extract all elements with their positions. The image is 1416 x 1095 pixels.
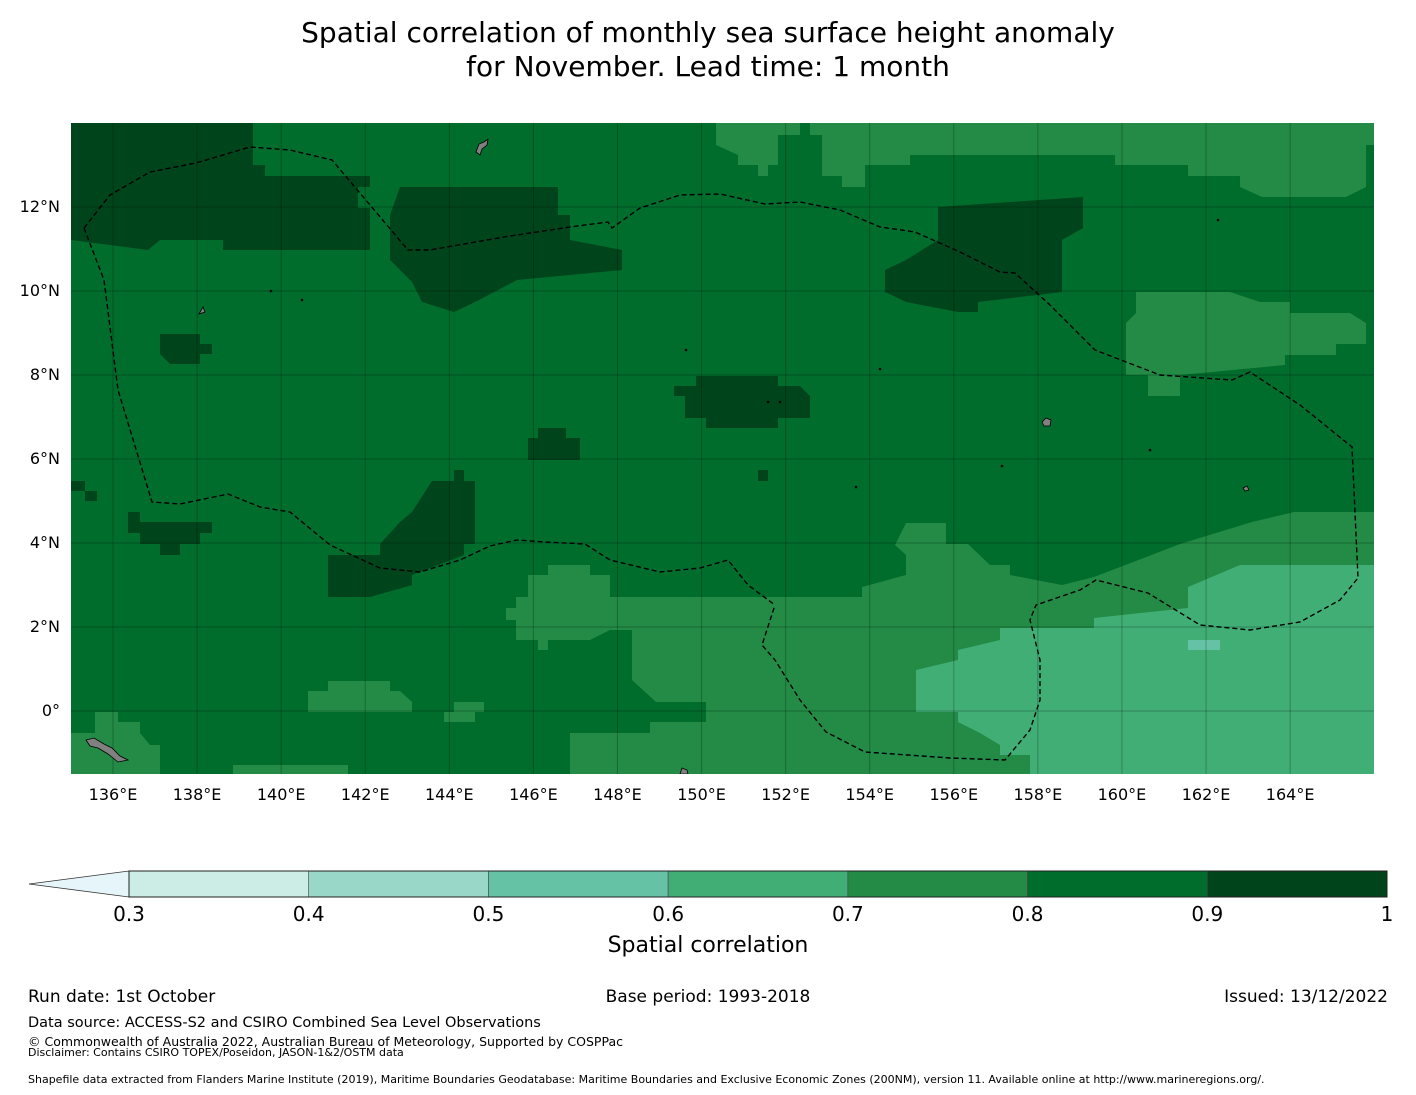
colorbar-segment [308,870,489,898]
copyright: © Commonwealth of Australia 2022, Austra… [28,1034,623,1049]
small-island [300,298,304,302]
colorbar-label: Spatial correlation [607,933,809,958]
correlation-region [444,702,484,722]
island [1041,417,1052,427]
shapefile-credit: Shapefile data extracted from Flanders M… [28,1073,1265,1086]
correlation-region [716,123,1374,197]
colorbar-tick-label: 0.7 [831,902,864,926]
colorbar-tick-label: 1 [1380,902,1394,926]
correlation-region [328,470,475,597]
palau-islands [85,737,130,763]
lat-tick-label: 2°N [29,617,60,636]
lon-tick-label: 142°E [340,785,390,804]
correlation-region [308,681,412,712]
guam-island [475,138,489,156]
lat-tick-label: 4°N [29,533,60,552]
colorbar-tick-label: 0.4 [292,902,325,926]
correlation-region [528,428,580,460]
colorbar-segment [128,870,310,898]
lon-tick-label: 156°E [929,785,979,804]
correlation-region [674,376,810,428]
lat-tick-label: 0° [41,701,60,720]
lat-tick-label: 12°N [19,197,60,216]
lon-tick-label: 154°E [845,785,895,804]
small-island [1000,464,1004,468]
chart-title-line1: Spatial correlation of monthly sea surfa… [301,16,1115,49]
small-island [684,348,688,352]
run-date: Run date: 1st October [28,987,216,1007]
lon-tick-label: 140°E [256,785,306,804]
small-island [766,400,770,404]
colorbar-segment [1206,870,1388,898]
correlation-region [758,470,768,481]
correlation-region [1188,640,1220,650]
island [198,306,206,315]
correlation-region [885,197,1083,312]
lon-tick-label: 146°E [509,785,558,804]
colorbar-tick-label: 0.5 [472,902,505,926]
colorbar-segment [667,870,849,898]
lon-tick-label: 136°E [88,785,138,804]
colorbar-segment [1027,870,1208,898]
disclaimer: Disclaimer: Contains CSIRO TOPEX/Poseido… [28,1046,404,1059]
correlation-region [160,334,212,364]
lon-tick-label: 158°E [1013,785,1063,804]
lon-tick-label: 162°E [1181,785,1231,804]
lon-tick-label: 160°E [1097,785,1147,804]
correlation-region [71,123,370,250]
correlation-region [1126,292,1366,396]
colorbar-tick-label: 0.3 [113,902,145,926]
correlation-region [916,565,1374,774]
colorbar-tick-label: 0.6 [652,902,685,926]
small-island [269,289,273,293]
colorbar-segment [488,870,669,898]
issued-date: Issued: 13/12/2022 [1224,987,1388,1007]
data-source: Data source: ACCESS-S2 and CSIRO Combine… [28,1015,541,1031]
eez-boundary-line [83,227,776,606]
small-island [878,367,882,371]
small-island [854,485,858,489]
correlation-region [71,481,97,501]
lon-tick-label: 148°E [593,785,642,804]
correlation-region [233,765,348,774]
correlation-region [390,187,622,312]
island [679,767,689,774]
lat-tick-label: 10°N [19,281,60,300]
chart-title-line2: for November. Lead time: 1 month [466,50,950,83]
lat-tick-label: 6°N [29,449,60,468]
correlation-region [71,712,160,774]
colorbar-tick-label: 0.8 [1011,902,1044,926]
lat-tick-label: 8°N [29,365,60,384]
lon-tick-label: 138°E [172,785,222,804]
lon-tick-label: 144°E [424,785,474,804]
colorbar-segment [847,870,1028,898]
colorbar-tick-label: 0.9 [1191,902,1224,926]
small-island [1216,218,1220,222]
correlation-region [128,512,212,555]
base-period: Base period: 1993-2018 [605,987,811,1007]
small-island [778,400,782,404]
eez-boundary-line [83,146,1359,761]
lon-tick-label: 164°E [1265,785,1315,804]
island [1242,485,1250,492]
correlation-region [506,565,632,650]
lon-tick-label: 150°E [677,785,726,804]
small-island [1148,448,1152,452]
colorbar-frame [128,870,1388,898]
colorbar-extend-triangle [28,870,130,898]
lon-tick-label: 152°E [761,785,810,804]
